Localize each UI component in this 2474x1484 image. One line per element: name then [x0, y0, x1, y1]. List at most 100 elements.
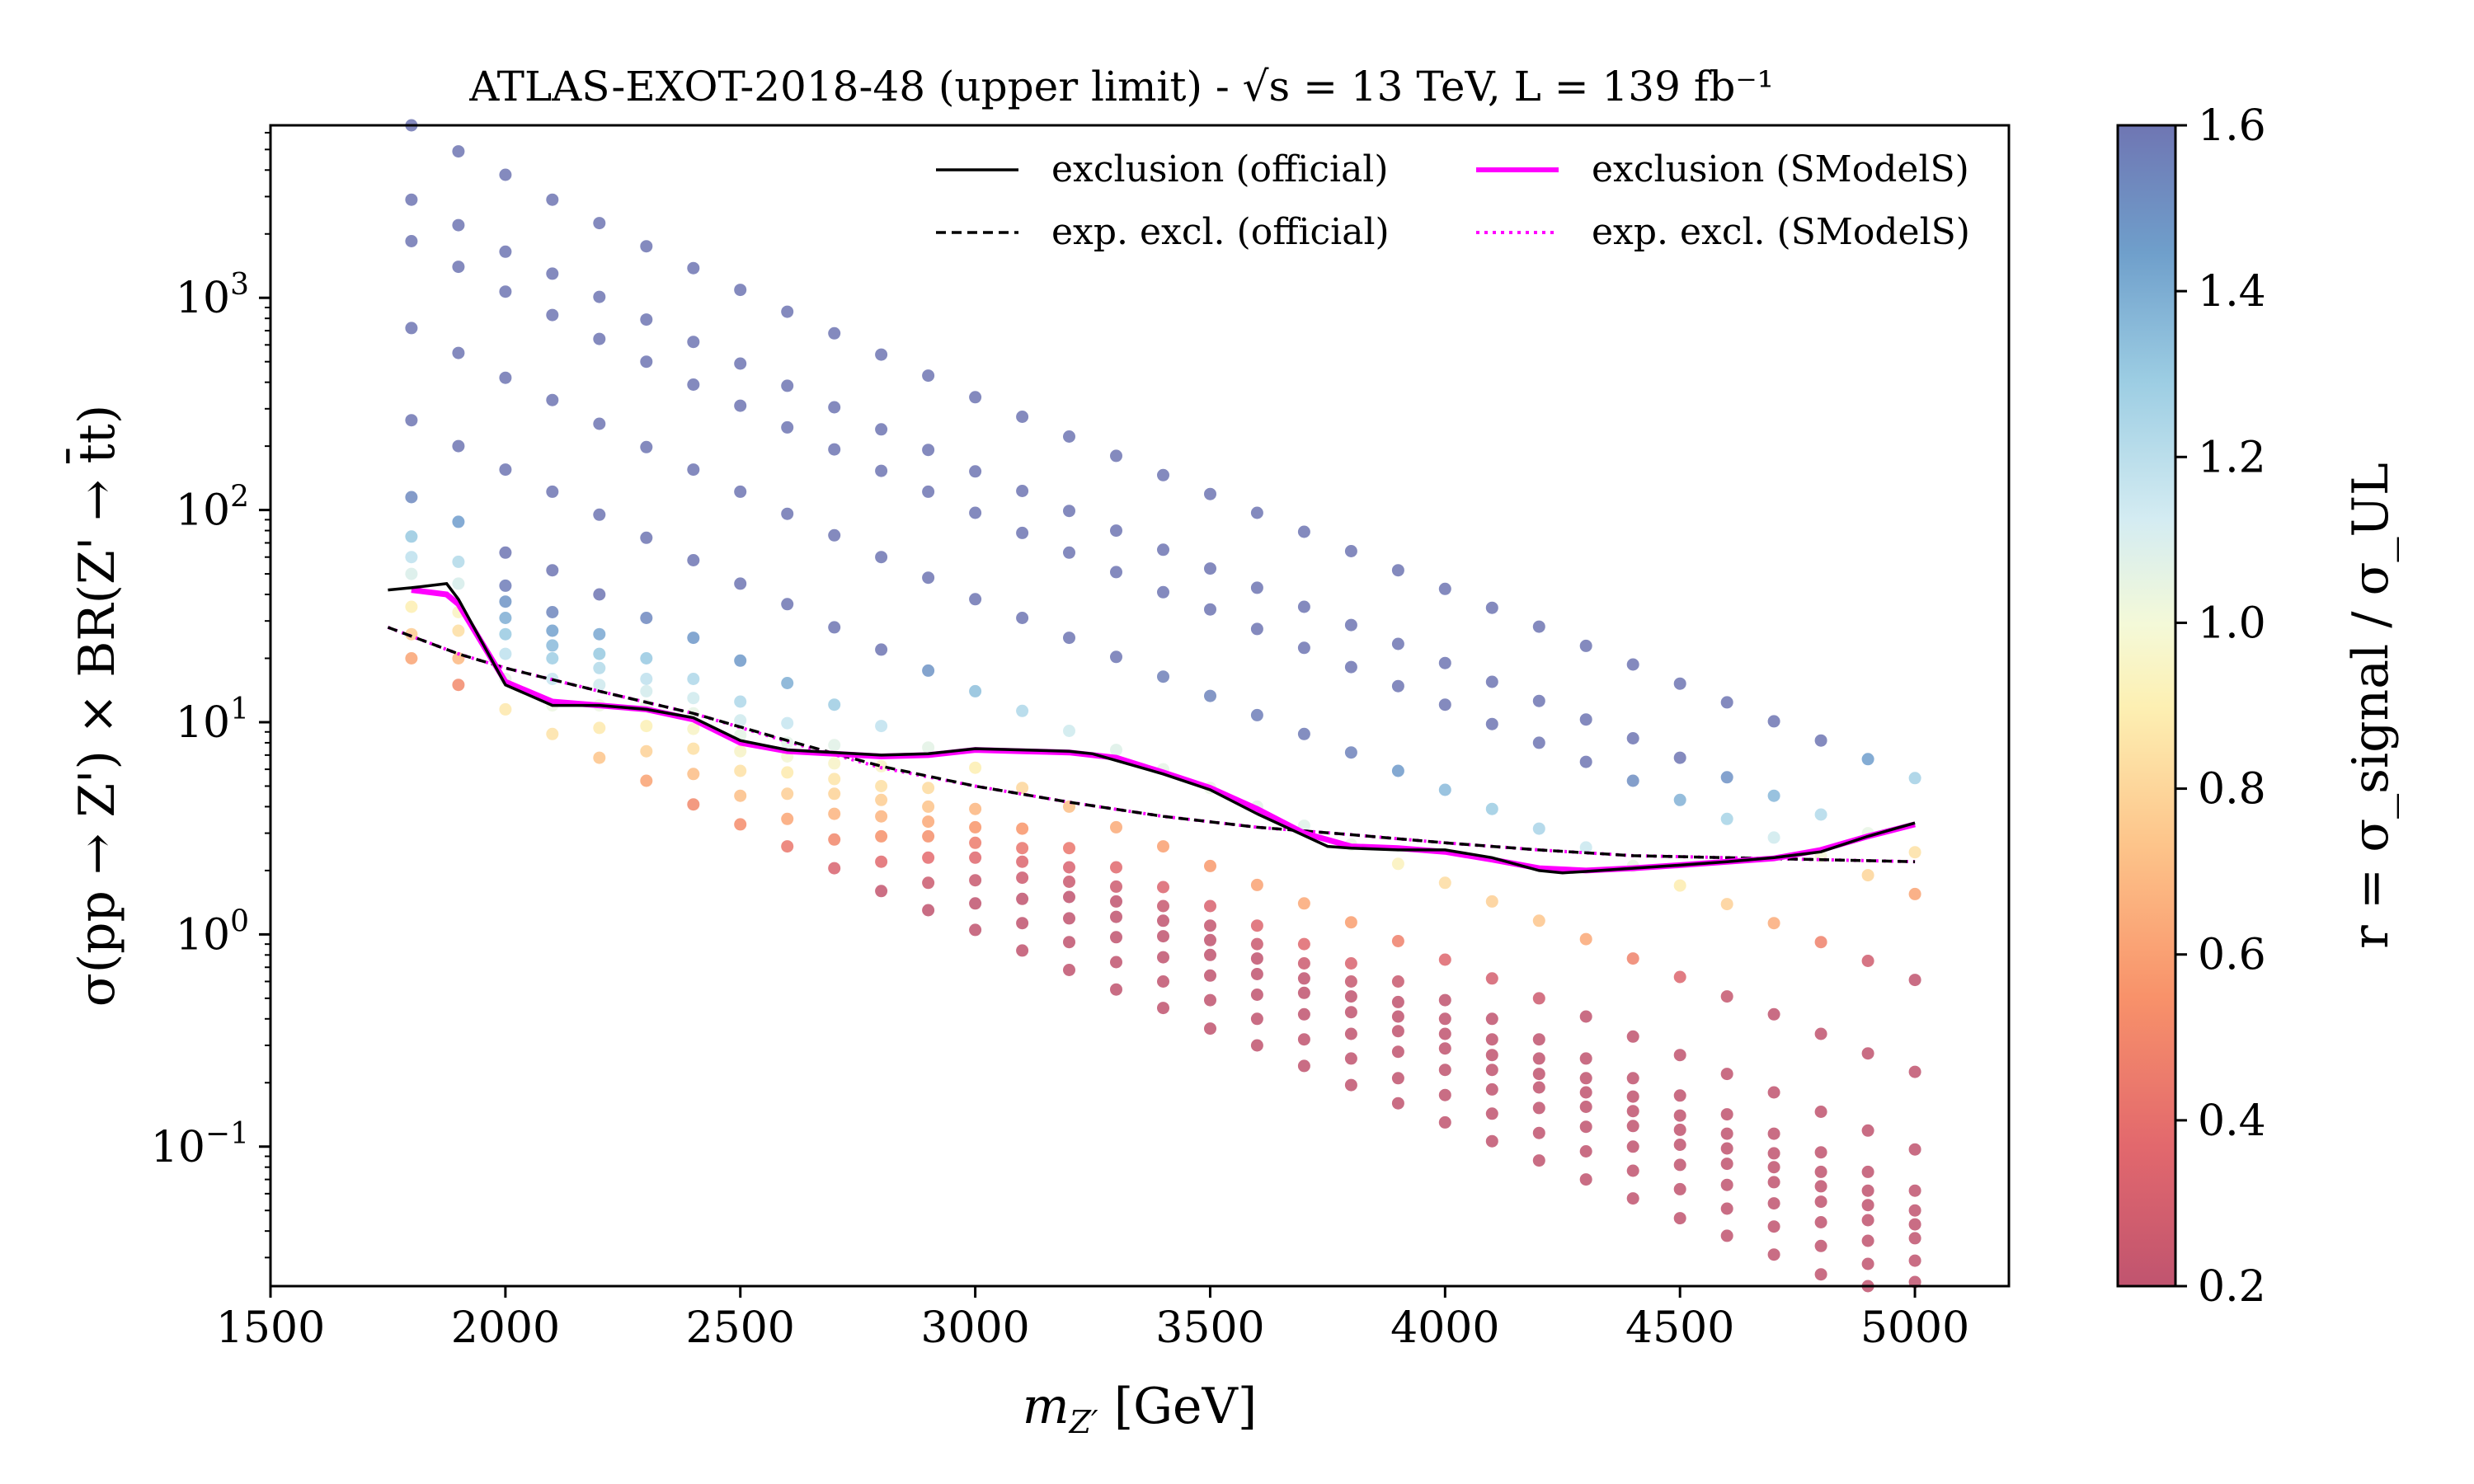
scatter-point — [1344, 1078, 1357, 1092]
scatter-point — [734, 485, 747, 498]
scatter-point — [1485, 1012, 1498, 1026]
scatter-point — [1110, 861, 1122, 874]
scatter-point — [640, 240, 653, 253]
scatter-point — [452, 439, 465, 453]
scatter-point — [734, 818, 747, 831]
scatter-point — [781, 598, 794, 611]
scatter-point — [1814, 1239, 1827, 1252]
scatter-point — [1391, 1010, 1404, 1023]
scatter-point — [640, 612, 653, 624]
scatter-point — [1016, 871, 1029, 885]
scatter-point — [828, 698, 841, 711]
scatter-point — [875, 551, 888, 564]
scatter-point — [1767, 1197, 1780, 1210]
scatter-point — [1157, 1002, 1169, 1015]
scatter-point — [1579, 1086, 1592, 1099]
scatter-point — [828, 757, 841, 770]
scatter-point — [1250, 989, 1263, 1001]
scatter-point — [1579, 1120, 1592, 1134]
x-tick-label: 2000 — [451, 1303, 560, 1353]
scatter-point — [1720, 696, 1733, 709]
scatter-point — [452, 624, 465, 637]
scatter-point — [1532, 992, 1545, 1005]
scatter-point — [1250, 937, 1263, 951]
scatter-point — [1063, 842, 1075, 855]
scatter-point — [1063, 430, 1075, 443]
scatter-point — [1016, 704, 1029, 717]
scatter-point — [1250, 878, 1263, 891]
scatter-point — [875, 885, 888, 898]
scatter-point — [1157, 670, 1169, 683]
scatter-point — [1485, 1033, 1498, 1046]
scatter-point — [922, 664, 935, 677]
scatter-point — [1767, 1007, 1780, 1021]
scatter-point — [734, 577, 747, 590]
scatter-point — [1110, 524, 1122, 538]
scatter-point — [1063, 546, 1075, 559]
scatter-point — [828, 528, 841, 542]
scatter-point — [1908, 1184, 1921, 1197]
scatter-point — [1720, 1158, 1733, 1171]
scatter-point — [1626, 1164, 1639, 1177]
scatter-point — [1673, 1049, 1686, 1062]
scatter-point — [1438, 993, 1451, 1007]
scatter-point — [1673, 970, 1686, 984]
x-tick-label: 4000 — [1390, 1303, 1499, 1353]
scatter-point — [1626, 1120, 1639, 1133]
scatter-point — [452, 577, 465, 590]
scatter-point — [922, 851, 935, 864]
scatter-point — [734, 284, 747, 297]
scatter-point — [687, 722, 700, 735]
scatter-point — [546, 624, 559, 637]
scatter-point — [828, 862, 841, 875]
scatter-point — [452, 555, 465, 568]
scatter-point — [1814, 1268, 1827, 1281]
limit-lines — [387, 582, 1916, 875]
scatter-point — [781, 716, 794, 730]
scatter-point — [969, 761, 982, 774]
scatter-point — [1157, 585, 1169, 599]
scatter-point — [1157, 468, 1169, 481]
scatter-point — [1297, 897, 1310, 910]
scatter-point — [922, 904, 935, 917]
scatter-point — [499, 647, 512, 660]
scatter-point — [1204, 933, 1216, 946]
scatter-point — [1438, 1012, 1451, 1026]
scatter-point — [640, 652, 653, 665]
scatter-point — [1016, 612, 1029, 624]
scatter-point — [1344, 660, 1357, 674]
colorbar-gradient — [2116, 124, 2177, 1288]
scatter-point — [1532, 620, 1545, 633]
scatter-point — [640, 355, 653, 369]
scatter-point — [1438, 656, 1451, 669]
legend-entry: exp. excl. (SModelS) — [1592, 211, 1970, 253]
scatter-point — [499, 595, 512, 608]
scatter-point — [405, 652, 418, 665]
scatter-point — [875, 829, 888, 843]
scatter-point — [969, 465, 982, 478]
scatter-point — [1157, 914, 1169, 928]
scatter-point — [593, 661, 606, 674]
scatter-point — [1579, 1052, 1592, 1065]
scatter-point — [1720, 1229, 1733, 1242]
scatter-point — [640, 531, 653, 544]
y-tick-label: 103 — [176, 268, 249, 323]
scatter-point — [1485, 675, 1498, 688]
scatter-point — [1814, 808, 1827, 821]
scatter-point — [546, 639, 559, 652]
scatter-point — [734, 789, 747, 802]
scatter-point — [922, 369, 935, 383]
scatter-point — [1391, 1072, 1404, 1085]
scatter-point — [499, 702, 512, 716]
scatter-point — [1204, 603, 1216, 616]
scatter-point — [1532, 914, 1545, 928]
scatter-point — [1204, 1022, 1216, 1036]
scatter-point — [687, 673, 700, 685]
scatter-point — [1861, 1234, 1874, 1247]
x-tick-label: 4500 — [1625, 1303, 1734, 1353]
legend: exclusion (official) exp. excl. (official… — [936, 148, 1970, 253]
expected-exclusion-official-line — [387, 626, 1916, 863]
scatter-point — [1814, 734, 1827, 747]
scatter-point — [1532, 822, 1545, 835]
scatter-point — [1814, 1180, 1827, 1193]
